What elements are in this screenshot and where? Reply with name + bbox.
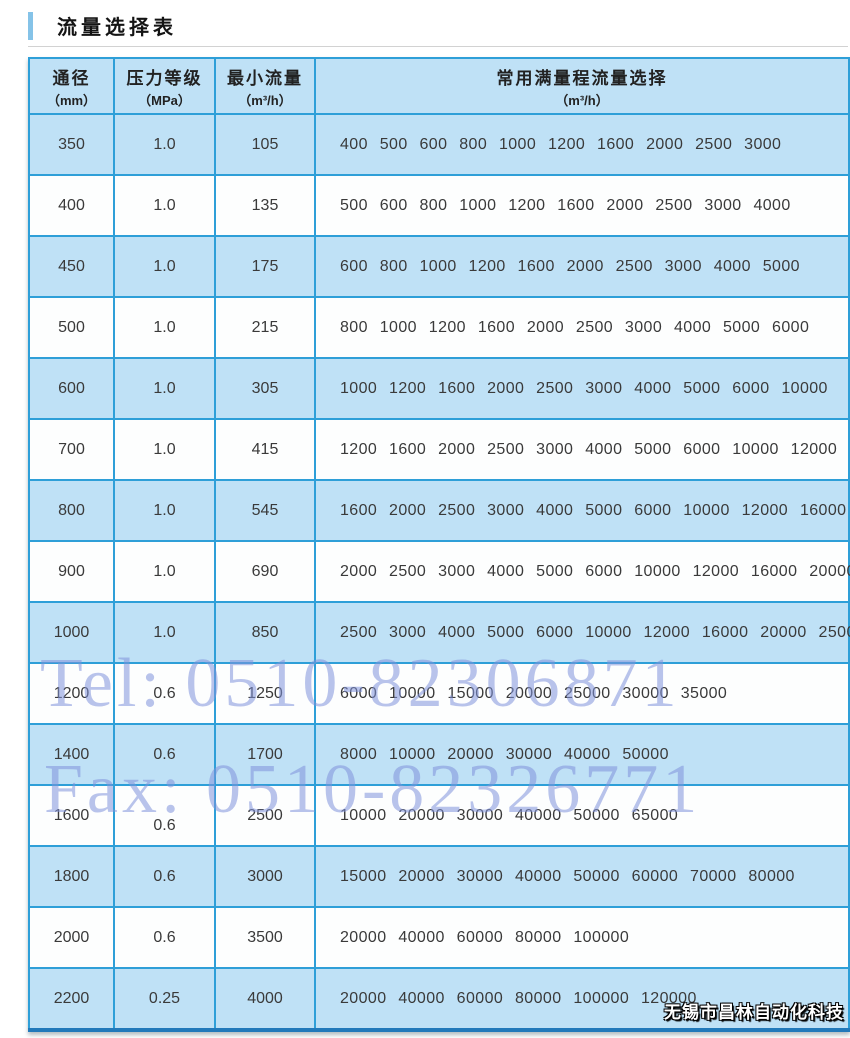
cell-flow-options: 20000 40000 60000 80000 100000 (314, 906, 850, 969)
cell-min-flow: 175 (214, 235, 316, 298)
table-row: 2000 0.6 3500 20000 40000 60000 80000 10… (28, 906, 850, 969)
cell-flow-options: 500 600 800 1000 1200 1600 2000 2500 300… (314, 174, 850, 237)
cell-flow-options: 6000 10000 15000 20000 25000 30000 35000 (314, 662, 850, 725)
col-header-full-scale-flow: 常用满量程流量选择 （m³/h） (314, 57, 850, 115)
table-row: 400 1.0 135 500 600 800 1000 1200 1600 2… (28, 174, 850, 237)
cell-diameter: 350 (28, 113, 115, 176)
col-header-label: 常用满量程流量选择 (496, 68, 668, 88)
cell-pressure-value: 0.6 (153, 816, 176, 834)
col-header-label: 最小流量 (227, 68, 303, 88)
cell-min-flow: 690 (214, 540, 316, 603)
col-header-unit: （MPa） (138, 92, 191, 108)
cell-min-flow: 1250 (214, 662, 316, 725)
cell-min-flow: 1700 (214, 723, 316, 786)
cell-min-flow: 545 (214, 479, 316, 542)
cell-min-flow: 2500 (214, 784, 316, 847)
table-row: 700 1.0 415 1200 1600 2000 2500 3000 400… (28, 418, 850, 481)
title-divider (28, 46, 848, 47)
table-row: 1400 0.6 1700 8000 10000 20000 30000 400… (28, 723, 850, 786)
cell-pressure: 0.6 (113, 784, 216, 847)
col-header-pressure: 压力等级 （MPa） (113, 57, 216, 115)
col-header-unit: （mm） (46, 92, 97, 108)
cell-flow-options: 600 800 1000 1200 1600 2000 2500 3000 40… (314, 235, 850, 298)
col-header-label: 通径 (52, 68, 91, 88)
cell-min-flow: 105 (214, 113, 316, 176)
cell-flow-options: 8000 10000 20000 30000 40000 50000 (314, 723, 850, 786)
col-header-unit: （m³/h） (238, 92, 292, 108)
cell-flow-options: 400 500 600 800 1000 1200 1600 2000 2500… (314, 113, 850, 176)
cell-pressure: 0.25 (113, 967, 216, 1031)
cell-diameter: 2200 (28, 967, 115, 1031)
page-title: 流量选择表 (57, 17, 177, 39)
cell-diameter: 500 (28, 296, 115, 359)
cell-pressure: 1.0 (113, 174, 216, 237)
table-row: 1200 0.6 1250 6000 10000 15000 20000 250… (28, 662, 850, 725)
cell-min-flow: 850 (214, 601, 316, 664)
table-row: 600 1.0 305 1000 1200 1600 2000 2500 300… (28, 357, 850, 420)
cell-diameter: 2000 (28, 906, 115, 969)
cell-diameter: 900 (28, 540, 115, 603)
cell-diameter: 1000 (28, 601, 115, 664)
cell-flow-options: 1600 2000 2500 3000 4000 5000 6000 10000… (314, 479, 850, 542)
cell-flow-options: 15000 20000 30000 40000 50000 60000 7000… (314, 845, 850, 908)
cell-min-flow: 135 (214, 174, 316, 237)
cell-diameter: 1800 (28, 845, 115, 908)
cell-pressure: 1.0 (113, 235, 216, 298)
table-row: 1000 1.0 850 2500 3000 4000 5000 6000 10… (28, 601, 850, 664)
cell-pressure: 0.6 (113, 723, 216, 786)
table-row: 800 1.0 545 1600 2000 2500 3000 4000 500… (28, 479, 850, 542)
cell-min-flow: 4000 (214, 967, 316, 1031)
cell-flow-options: 800 1000 1200 1600 2000 2500 3000 4000 5… (314, 296, 850, 359)
table-row: 2200 0.25 4000 20000 40000 60000 80000 1… (28, 967, 850, 1031)
cell-flow-options: 10000 20000 30000 40000 50000 65000 (314, 784, 850, 847)
table-row: 1600 0.6 2500 10000 20000 30000 40000 50… (28, 784, 850, 847)
col-header-diameter: 通径 （mm） (28, 57, 115, 115)
cell-pressure: 1.0 (113, 113, 216, 176)
cell-diameter: 400 (28, 174, 115, 237)
col-header-unit: （m³/h） (555, 92, 609, 108)
cell-pressure: 1.0 (113, 357, 216, 420)
cell-min-flow: 305 (214, 357, 316, 420)
cell-pressure: 1.0 (113, 479, 216, 542)
cell-pressure: 1.0 (113, 296, 216, 359)
cell-min-flow: 3500 (214, 906, 316, 969)
title-accent-bar (28, 12, 33, 40)
cell-pressure: 1.0 (113, 601, 216, 664)
cell-min-flow: 215 (214, 296, 316, 359)
cell-pressure: 0.6 (113, 845, 216, 908)
cell-flow-options: 1200 1600 2000 2500 3000 4000 5000 6000 … (314, 418, 850, 481)
cell-pressure: 0.6 (113, 662, 216, 725)
cell-diameter: 1600 (28, 784, 115, 847)
table-row: 450 1.0 175 600 800 1000 1200 1600 2000 … (28, 235, 850, 298)
cell-flow-options: 2000 2500 3000 4000 5000 6000 10000 1200… (314, 540, 850, 603)
cell-min-flow: 415 (214, 418, 316, 481)
cell-pressure: 1.0 (113, 418, 216, 481)
cell-diameter: 600 (28, 357, 115, 420)
cell-pressure: 1.0 (113, 540, 216, 603)
cell-flow-options: 2500 3000 4000 5000 6000 10000 12000 160… (314, 601, 850, 664)
cell-diameter: 800 (28, 479, 115, 542)
col-header-label: 压力等级 (126, 68, 203, 88)
cell-pressure: 0.6 (113, 906, 216, 969)
cell-flow-options: 1000 1200 1600 2000 2500 3000 4000 5000 … (314, 357, 850, 420)
flow-selection-table: 通径 （mm） 压力等级 （MPa） 最小流量 （m³/h） 常用满量程流量选择… (28, 57, 850, 1032)
table-row: 900 1.0 690 2000 2500 3000 4000 5000 600… (28, 540, 850, 603)
cell-flow-options: 20000 40000 60000 80000 100000 120000 (314, 967, 850, 1031)
table-row: 1800 0.6 3000 15000 20000 30000 40000 50… (28, 845, 850, 908)
cell-diameter: 700 (28, 418, 115, 481)
company-stamp: 无锡市昌林自动化科技 (664, 1003, 844, 1022)
header-row: 通径 （mm） 压力等级 （MPa） 最小流量 （m³/h） 常用满量程流量选择… (28, 57, 850, 115)
table-row: 350 1.0 105 400 500 600 800 1000 1200 16… (28, 113, 850, 176)
cell-min-flow: 3000 (214, 845, 316, 908)
cell-diameter: 1400 (28, 723, 115, 786)
cell-diameter: 1200 (28, 662, 115, 725)
flow-selection-table-wrap: 通径 （mm） 压力等级 （MPa） 最小流量 （m³/h） 常用满量程流量选择… (28, 57, 850, 1032)
table-row: 500 1.0 215 800 1000 1200 1600 2000 2500… (28, 296, 850, 359)
col-header-min-flow: 最小流量 （m³/h） (214, 57, 316, 115)
cell-diameter: 450 (28, 235, 115, 298)
